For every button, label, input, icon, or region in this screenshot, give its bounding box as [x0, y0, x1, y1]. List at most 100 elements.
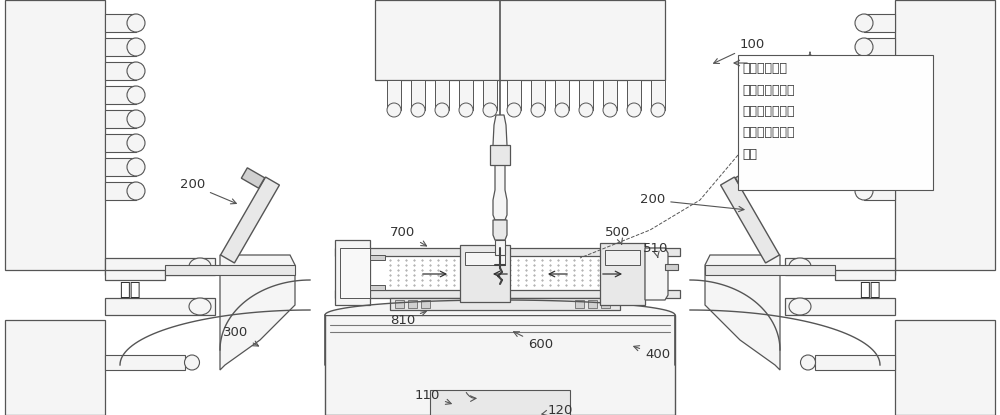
- Ellipse shape: [789, 258, 811, 275]
- Text: 进气: 进气: [119, 281, 141, 299]
- Text: 400: 400: [634, 346, 670, 361]
- Polygon shape: [864, 134, 895, 152]
- Polygon shape: [895, 0, 995, 270]
- Polygon shape: [430, 390, 570, 415]
- Polygon shape: [579, 80, 593, 110]
- Polygon shape: [864, 110, 895, 128]
- Polygon shape: [370, 255, 385, 260]
- Text: 110: 110: [415, 388, 451, 404]
- Polygon shape: [325, 300, 675, 315]
- Polygon shape: [105, 298, 215, 315]
- Polygon shape: [411, 80, 425, 110]
- Polygon shape: [605, 250, 640, 265]
- Polygon shape: [105, 158, 136, 176]
- Polygon shape: [507, 80, 521, 110]
- Text: 600: 600: [514, 332, 553, 352]
- Polygon shape: [105, 86, 136, 104]
- Ellipse shape: [855, 14, 873, 32]
- Polygon shape: [370, 285, 385, 290]
- Polygon shape: [5, 0, 105, 270]
- Text: 200: 200: [180, 178, 236, 204]
- Ellipse shape: [603, 103, 617, 117]
- Polygon shape: [5, 320, 105, 415]
- Polygon shape: [835, 270, 895, 280]
- Polygon shape: [460, 245, 510, 302]
- Polygon shape: [335, 248, 680, 256]
- Polygon shape: [493, 115, 507, 220]
- Ellipse shape: [651, 103, 665, 117]
- Ellipse shape: [855, 182, 873, 200]
- Polygon shape: [645, 248, 668, 300]
- Polygon shape: [483, 80, 497, 110]
- Ellipse shape: [387, 103, 401, 117]
- Polygon shape: [864, 62, 895, 80]
- Polygon shape: [335, 290, 680, 298]
- Bar: [738, 55, 933, 190]
- Polygon shape: [603, 80, 617, 110]
- Polygon shape: [435, 80, 449, 110]
- Polygon shape: [864, 86, 895, 104]
- Text: 排气: 排气: [859, 281, 881, 299]
- Ellipse shape: [555, 103, 569, 117]
- Polygon shape: [785, 258, 895, 275]
- Polygon shape: [105, 270, 165, 280]
- Polygon shape: [395, 300, 404, 308]
- Ellipse shape: [127, 110, 145, 128]
- Polygon shape: [105, 14, 136, 32]
- Polygon shape: [735, 168, 759, 188]
- Polygon shape: [490, 145, 510, 165]
- Polygon shape: [665, 264, 678, 270]
- Ellipse shape: [855, 38, 873, 56]
- Polygon shape: [165, 265, 295, 275]
- Ellipse shape: [127, 38, 145, 56]
- Ellipse shape: [789, 298, 811, 315]
- Text: 怒速状态下：
可变压缩活塞的
伸出或缩回至与
燃烧室的结合面
一致: 怒速状态下： 可变压缩活塞的 伸出或缩回至与 燃烧室的结合面 一致: [742, 62, 794, 161]
- Polygon shape: [465, 252, 505, 265]
- Ellipse shape: [459, 103, 473, 117]
- Ellipse shape: [184, 355, 200, 370]
- Polygon shape: [375, 0, 665, 80]
- Ellipse shape: [127, 158, 145, 176]
- Polygon shape: [721, 177, 779, 263]
- Ellipse shape: [855, 86, 873, 104]
- Polygon shape: [531, 80, 545, 110]
- Text: 100: 100: [714, 39, 765, 63]
- Ellipse shape: [855, 110, 873, 128]
- Ellipse shape: [627, 103, 641, 117]
- Ellipse shape: [435, 103, 449, 117]
- Polygon shape: [105, 355, 185, 370]
- Polygon shape: [864, 158, 895, 176]
- Polygon shape: [493, 220, 507, 240]
- Polygon shape: [387, 80, 401, 110]
- Polygon shape: [575, 300, 584, 308]
- Polygon shape: [421, 300, 430, 308]
- Ellipse shape: [127, 14, 145, 32]
- Polygon shape: [105, 38, 136, 56]
- Ellipse shape: [127, 134, 145, 152]
- Ellipse shape: [855, 158, 873, 176]
- Ellipse shape: [127, 62, 145, 80]
- Polygon shape: [335, 240, 370, 305]
- Ellipse shape: [855, 134, 873, 152]
- Polygon shape: [221, 177, 279, 263]
- Polygon shape: [651, 80, 665, 110]
- Polygon shape: [105, 258, 215, 275]
- Text: 700: 700: [390, 225, 427, 246]
- Polygon shape: [627, 80, 641, 110]
- Ellipse shape: [483, 103, 497, 117]
- Polygon shape: [325, 315, 675, 415]
- Polygon shape: [340, 248, 370, 298]
- Polygon shape: [864, 38, 895, 56]
- Ellipse shape: [127, 86, 145, 104]
- Polygon shape: [601, 300, 610, 308]
- Polygon shape: [705, 255, 780, 370]
- Polygon shape: [555, 80, 569, 110]
- Ellipse shape: [531, 103, 545, 117]
- Ellipse shape: [189, 298, 211, 315]
- Polygon shape: [864, 14, 895, 32]
- Ellipse shape: [411, 103, 425, 117]
- Text: 300: 300: [223, 327, 258, 346]
- Text: 200: 200: [640, 193, 744, 212]
- Polygon shape: [459, 80, 473, 110]
- Polygon shape: [864, 182, 895, 200]
